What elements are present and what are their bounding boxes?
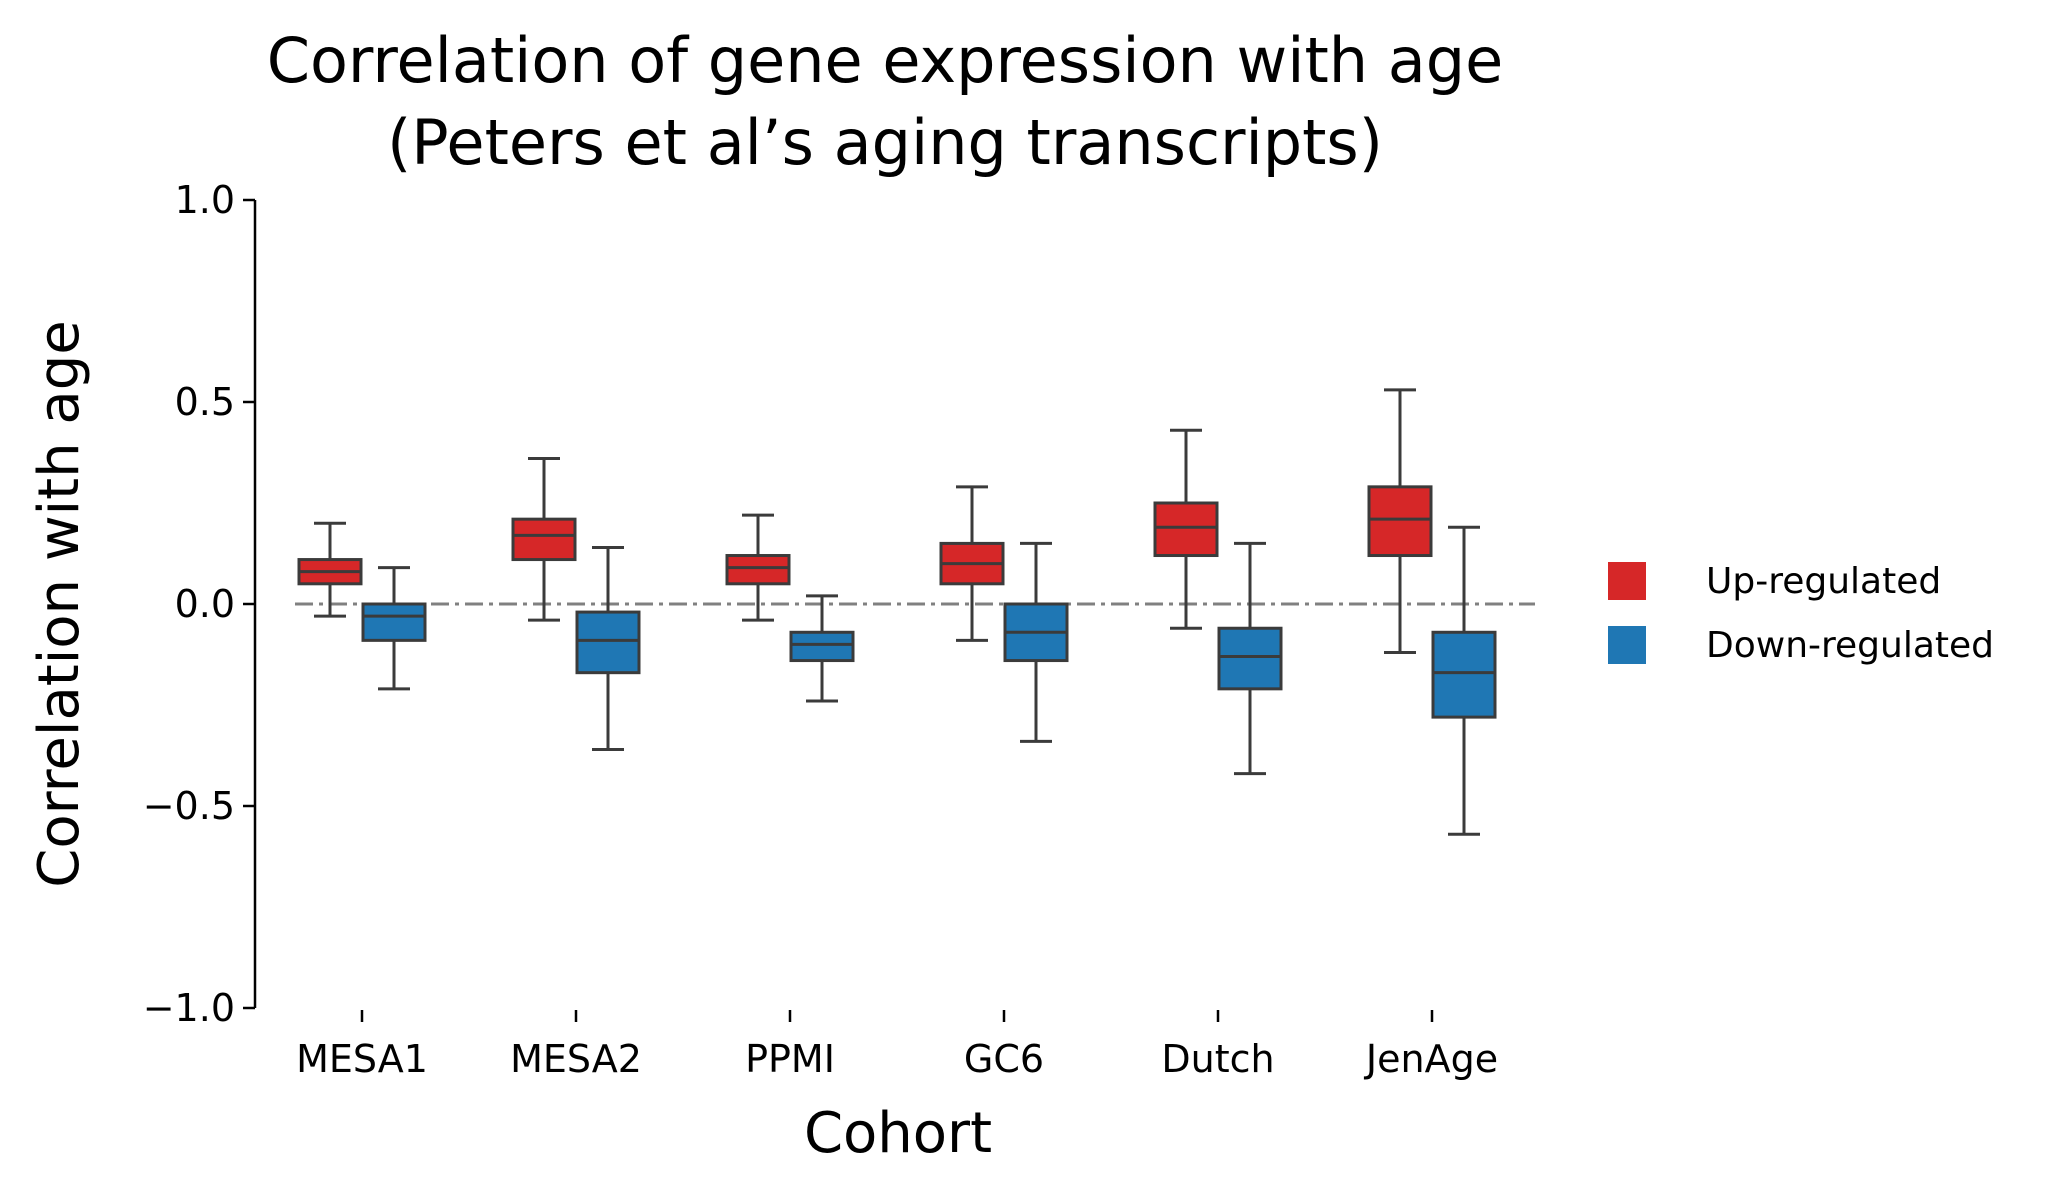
box-up-regulated-mesa1 (297, 521, 363, 618)
box-down-regulated-jenage (1431, 525, 1497, 836)
legend-swatch-up-regulated (1608, 562, 1646, 600)
iqr-box (575, 610, 641, 675)
y-tick-label: −0.5 (143, 784, 235, 828)
x-tick-label-gc6: GC6 (964, 1037, 1044, 1081)
box-up-regulated-mesa2 (511, 457, 577, 622)
box-up-regulated-gc6 (939, 485, 1005, 642)
iqr-box (725, 554, 791, 586)
x-tick-label-mesa2: MESA2 (510, 1037, 642, 1081)
box-up-regulated-dutch (1153, 428, 1219, 630)
box-down-regulated-mesa1 (361, 566, 427, 691)
iqr-box (1431, 630, 1497, 719)
x-tick-label-ppmi: PPMI (745, 1037, 835, 1081)
legend: Up-regulated Down-regulated (1608, 561, 1994, 666)
boxes-layer (297, 388, 1497, 836)
axes-layer: 1.0 0.5 0.0 −0.5 −1.0 MESA1 MESA2 PPMI GC6 Dutch J… (27, 178, 1498, 1166)
box-down-regulated-ppmi (789, 594, 855, 703)
box-up-regulated-jenage (1367, 388, 1433, 654)
y-axis-label: Correlation with age (27, 320, 92, 888)
x-tick-label-mesa1: MESA1 (296, 1037, 428, 1081)
legend-label-down-regulated: Down-regulated (1706, 625, 1994, 666)
iqr-box (511, 517, 577, 562)
iqr-box (1217, 626, 1283, 691)
y-tick-label: 0.5 (175, 380, 235, 424)
iqr-box (1153, 501, 1219, 558)
box-down-regulated-dutch (1217, 541, 1283, 776)
box-down-regulated-gc6 (1003, 541, 1069, 743)
box-down-regulated-mesa2 (575, 545, 641, 751)
legend-swatch-down-regulated (1608, 626, 1646, 664)
iqr-box (361, 602, 427, 642)
y-tick-label: 0.0 (175, 582, 235, 626)
box-up-regulated-ppmi (725, 513, 791, 622)
x-tick-label-dutch: Dutch (1161, 1037, 1274, 1081)
y-tick-label: −1.0 (143, 986, 235, 1030)
iqr-box (1367, 485, 1433, 558)
legend-label-up-regulated: Up-regulated (1706, 561, 1941, 602)
iqr-box (789, 630, 855, 663)
y-tick-label: 1.0 (175, 178, 235, 222)
x-axis-label: Cohort (804, 1101, 992, 1166)
chart-title: Correlation of gene expression with age (… (267, 24, 1504, 179)
chart-title-line-1: Correlation of gene expression with age (267, 24, 1504, 97)
chart-title-line-2: (Peters et al’s aging transcripts) (387, 106, 1383, 179)
x-tick-label-jenage: JenAge (1364, 1037, 1498, 1081)
